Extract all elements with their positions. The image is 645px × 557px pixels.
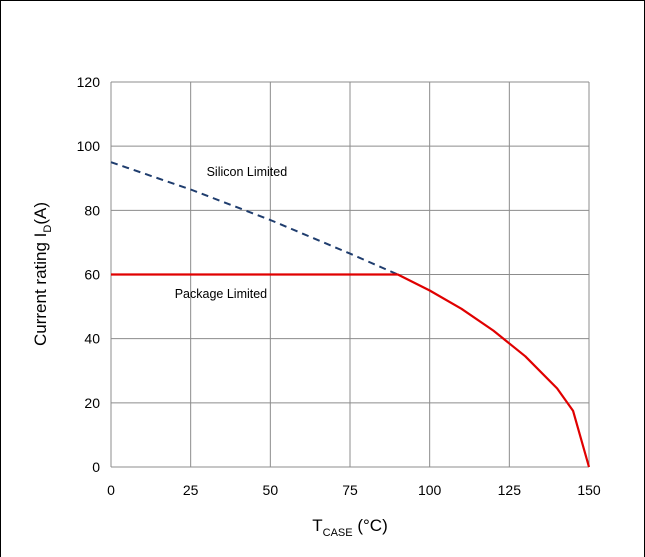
y-axis-title-sub: D [42,225,54,233]
x-axis-title-unit: (°C) [353,516,388,535]
y-tick-label: 40 [84,331,100,347]
x-axis-title-sub: CASE [323,527,353,539]
series-lines [110,161,591,468]
y-tick-label: 60 [84,267,100,283]
y-tick-label: 20 [84,395,100,411]
y-axis-title-main: Current rating I [31,233,50,346]
x-tick-labels: 0 25 50 75 100 125 150 [107,482,601,498]
y-axis-title: Current rating ID(A) [31,202,54,346]
series-line-package-limited [111,273,591,468]
y-tick-label: 120 [77,74,101,90]
y-axis-title-unit: (A) [31,202,50,225]
series-line-silicon-limited [110,161,399,276]
x-tick-label: 0 [107,482,115,498]
x-tick-label: 75 [342,482,358,498]
x-axis-title: TCASE (°C) [312,516,387,539]
y-tick-labels: 0 20 40 60 80 100 120 [77,74,101,475]
x-tick-label: 50 [263,482,279,498]
y-tick-label: 0 [92,459,100,475]
annotations: Silicon Limited Package Limited [175,165,288,301]
x-axis-title-main: T [312,516,322,535]
x-tick-label: 25 [183,482,199,498]
x-tick-label: 100 [418,482,442,498]
y-tick-label: 80 [84,202,100,218]
x-tick-label: 125 [498,482,522,498]
annotation-label: Silicon Limited [207,165,288,179]
x-tick-label: 150 [577,482,601,498]
y-tick-label: 100 [77,138,101,154]
annotation-label: Package Limited [175,287,267,301]
